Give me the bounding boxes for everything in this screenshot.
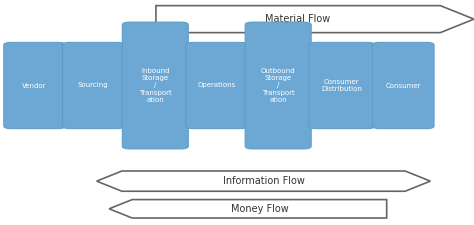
FancyBboxPatch shape	[309, 42, 375, 129]
FancyBboxPatch shape	[122, 22, 188, 149]
Polygon shape	[247, 76, 255, 95]
Polygon shape	[97, 171, 430, 191]
Text: Operations: Operations	[198, 83, 236, 88]
Polygon shape	[58, 76, 65, 95]
Polygon shape	[370, 76, 377, 95]
Polygon shape	[64, 76, 71, 95]
Polygon shape	[188, 76, 195, 95]
Polygon shape	[156, 6, 474, 33]
FancyBboxPatch shape	[245, 22, 311, 149]
Text: Consumer: Consumer	[385, 83, 421, 88]
FancyBboxPatch shape	[186, 42, 247, 129]
FancyBboxPatch shape	[63, 42, 124, 129]
Polygon shape	[364, 76, 372, 95]
FancyBboxPatch shape	[4, 42, 65, 129]
Text: Money Flow: Money Flow	[230, 204, 288, 214]
Polygon shape	[310, 76, 318, 95]
Text: Vendor: Vendor	[22, 83, 47, 88]
Polygon shape	[241, 76, 249, 95]
Polygon shape	[109, 200, 387, 218]
Text: Consumer
Distribution: Consumer Distribution	[321, 79, 362, 92]
Text: Sourcing: Sourcing	[78, 83, 109, 88]
Polygon shape	[305, 76, 312, 95]
FancyBboxPatch shape	[373, 42, 434, 129]
Polygon shape	[117, 76, 124, 95]
Text: Outbound
Storage
/
Transport
ation: Outbound Storage / Transport ation	[261, 68, 295, 103]
Polygon shape	[122, 76, 130, 95]
Text: Information Flow: Information Flow	[223, 176, 304, 186]
Polygon shape	[182, 76, 190, 95]
Text: Inbound
Storage
/
Transport
ation: Inbound Storage / Transport ation	[139, 68, 172, 103]
Text: Material Flow: Material Flow	[265, 14, 331, 24]
